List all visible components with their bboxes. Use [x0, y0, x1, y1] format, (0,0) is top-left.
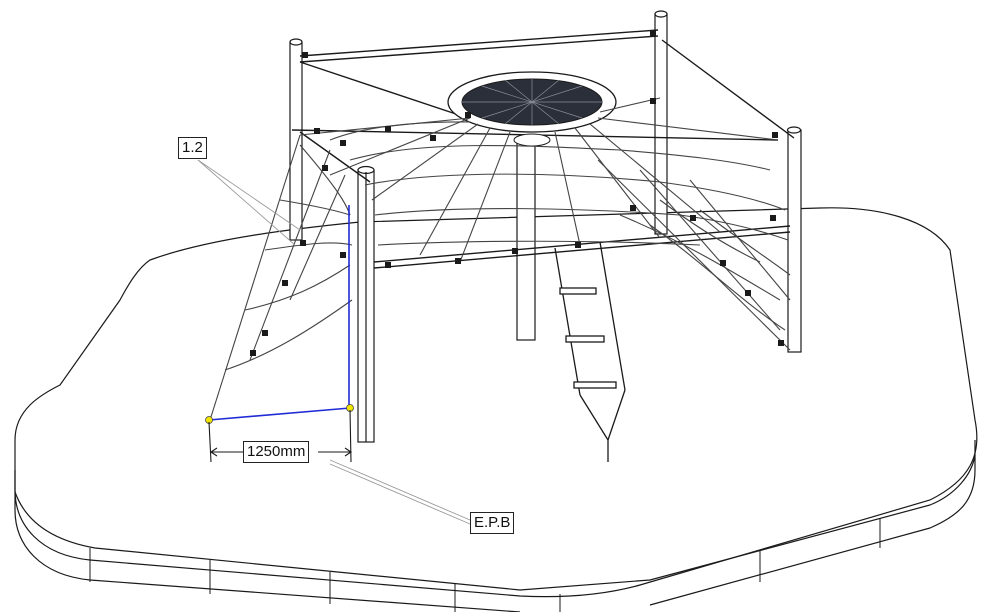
component-reference-label: 1.2	[178, 137, 207, 159]
post-center	[516, 139, 536, 341]
post-front-right	[786, 126, 802, 353]
posts	[289, 10, 802, 443]
safety-surface	[14, 207, 978, 612]
post-back-right	[654, 10, 668, 235]
horizontal-measure-line	[208, 407, 351, 421]
dimension-label: 1250mm	[243, 441, 310, 463]
post-back-left	[289, 38, 303, 241]
surface-segment-ticks	[89, 518, 881, 612]
surface-edge-inner	[14, 454, 976, 591]
rope-connectors	[250, 30, 784, 356]
surface-edge-outline	[14, 440, 976, 612]
post-front-left	[357, 165, 375, 443]
surface-top-outline	[14, 207, 978, 598]
clearance-measurement	[205, 205, 354, 424]
dimension-lines	[208, 409, 352, 463]
trampoline	[447, 71, 617, 147]
epb-label: E.P.B	[470, 512, 515, 534]
leader-lines	[197, 159, 471, 525]
rope-ladder	[554, 241, 626, 462]
rope-net	[209, 97, 791, 421]
